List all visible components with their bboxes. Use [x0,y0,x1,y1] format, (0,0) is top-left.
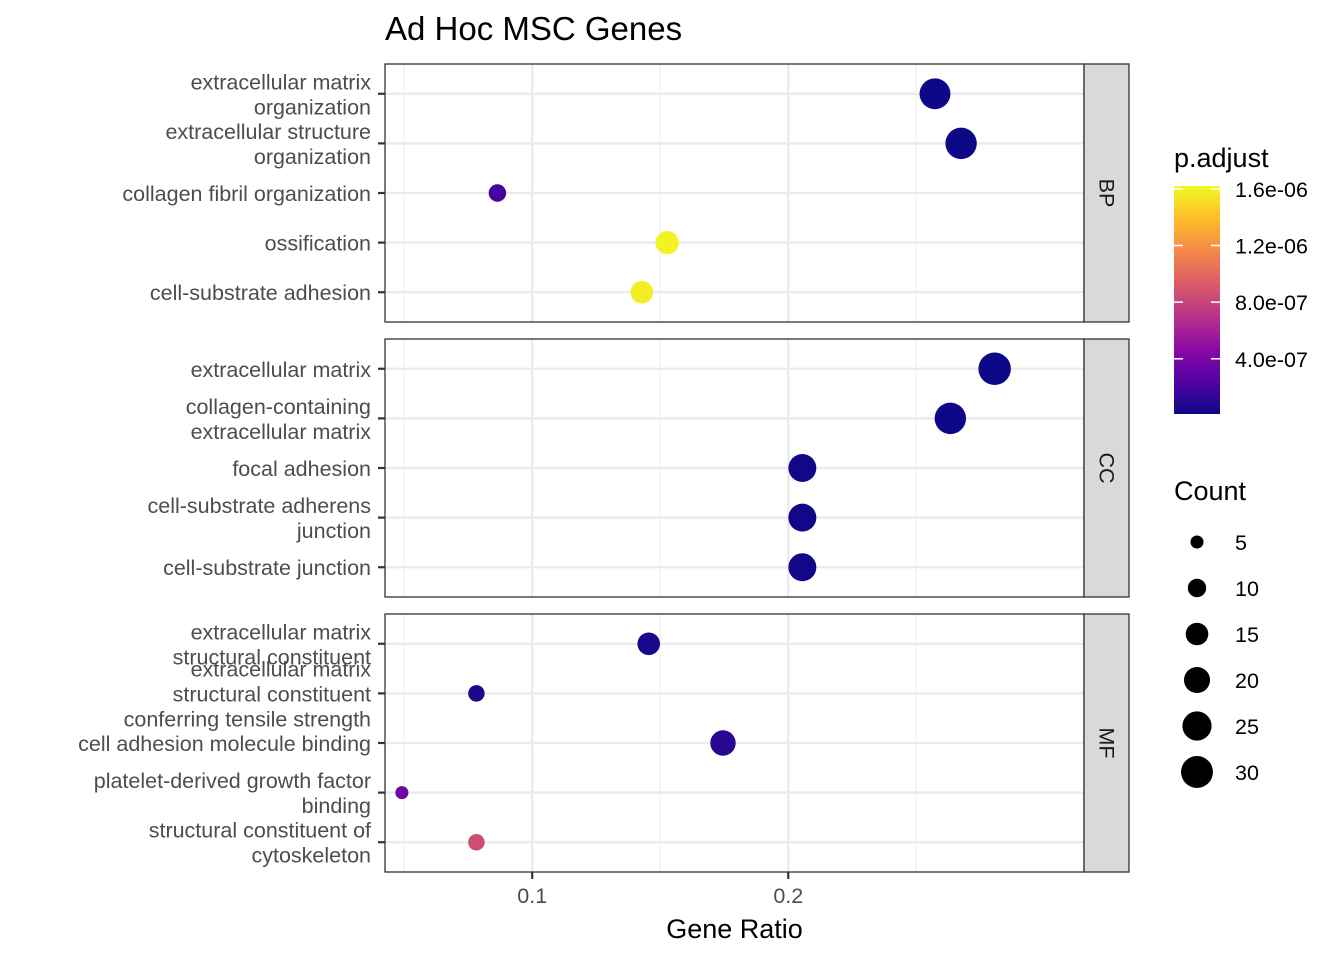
data-point [788,553,817,582]
size-legend-label: 30 [1235,761,1259,785]
data-point [395,786,409,800]
y-tick-label: cytoskeleton [251,844,371,868]
x-tick-label: 0.1 [517,884,547,908]
size-legend-key [1185,622,1209,646]
y-tick-label: structural constituent [173,682,371,706]
facet-strip [1083,613,1130,873]
y-tick-label: cell-substrate junction [163,556,371,580]
y-tick-label: extracellular matrix [191,620,372,644]
size-legend-label: 5 [1235,531,1247,555]
y-tick-label: conferring tensile strength [124,707,371,731]
color-legend-title: p.adjust [1174,143,1269,173]
data-point [655,230,679,255]
colorbar-tick-label: 1.6e-06 [1235,178,1308,202]
color-legend: p.adjust 4.0e-07 8.0e-07 1.2e-06 1.6e-06 [1174,143,1308,414]
y-tick-label: extracellular matrix [191,70,372,94]
size-legend-label: 20 [1235,669,1259,693]
data-point [945,127,977,160]
data-point [468,685,485,702]
colorbar [1174,186,1220,414]
facet-panel-cc: extracellular matrixcollagen-containinge… [148,338,1130,598]
data-point [488,184,507,202]
colorbar-tick-label: 1.2e-06 [1235,234,1308,258]
y-tick-label: extracellular matrix [191,657,372,681]
y-tick-label: binding [302,794,371,818]
y-tick-label: platelet-derived growth factor [94,769,371,793]
y-tick-label: focal adhesion [232,457,371,481]
data-point [978,352,1011,386]
colorbar-tick-label: 4.0e-07 [1235,348,1308,372]
size-legend-key [1190,535,1204,549]
facet-panels: extracellular matrixorganizationextracel… [78,63,1130,873]
data-point [934,402,967,435]
y-tick-label: extracellular matrix [191,358,372,382]
y-tick-label: cell-substrate adhesion [150,281,371,305]
facet-strip-label: BP [1095,179,1119,208]
data-point [919,78,951,110]
size-legend-label: 10 [1235,577,1259,601]
data-point [637,632,661,656]
y-tick-label: extracellular matrix [191,420,372,444]
size-legend-label: 15 [1235,623,1259,647]
y-tick-label: structural constituent of [149,819,371,843]
x-axis: 0.1 0.2 [517,872,803,908]
chart-title: Ad Hoc MSC Genes [385,10,682,47]
colorbar-tick-label: 8.0e-07 [1235,291,1308,315]
x-axis-label: Gene Ratio [666,914,803,944]
size-legend-key [1182,711,1212,741]
x-tick-label: 0.2 [773,884,803,908]
facet-strip-label: MF [1095,727,1119,758]
facet-panel-bp: extracellular matrixorganizationextracel… [122,63,1130,323]
facet-strip-label: CC [1095,452,1119,483]
y-tick-label: collagen-containing [186,395,371,419]
facet-strip [1083,338,1130,598]
size-legend-key [1187,578,1207,598]
y-tick-label: junction [296,519,371,543]
data-point [788,454,817,482]
data-point [788,503,817,532]
facet-strip [1083,63,1130,323]
data-point [710,730,736,756]
size-legend-key [1183,666,1211,694]
y-tick-label: cell-substrate adherens [148,494,371,518]
data-point [630,280,654,304]
y-tick-label: structural constituent [173,645,371,669]
y-tick-label: cell adhesion molecule binding [78,732,371,756]
y-tick-label: extracellular structure [165,120,371,144]
size-legend-title: Count [1174,476,1247,506]
size-legend-label: 25 [1235,715,1259,739]
y-tick-label: organization [254,145,371,169]
y-tick-label: organization [254,95,371,119]
data-point [468,833,485,851]
y-tick-label: ossification [265,232,371,256]
y-tick-label: collagen fibril organization [122,182,371,206]
size-legend-key [1181,756,1213,788]
size-legend: Count 5 10 15 20 25 30 [1174,476,1259,788]
